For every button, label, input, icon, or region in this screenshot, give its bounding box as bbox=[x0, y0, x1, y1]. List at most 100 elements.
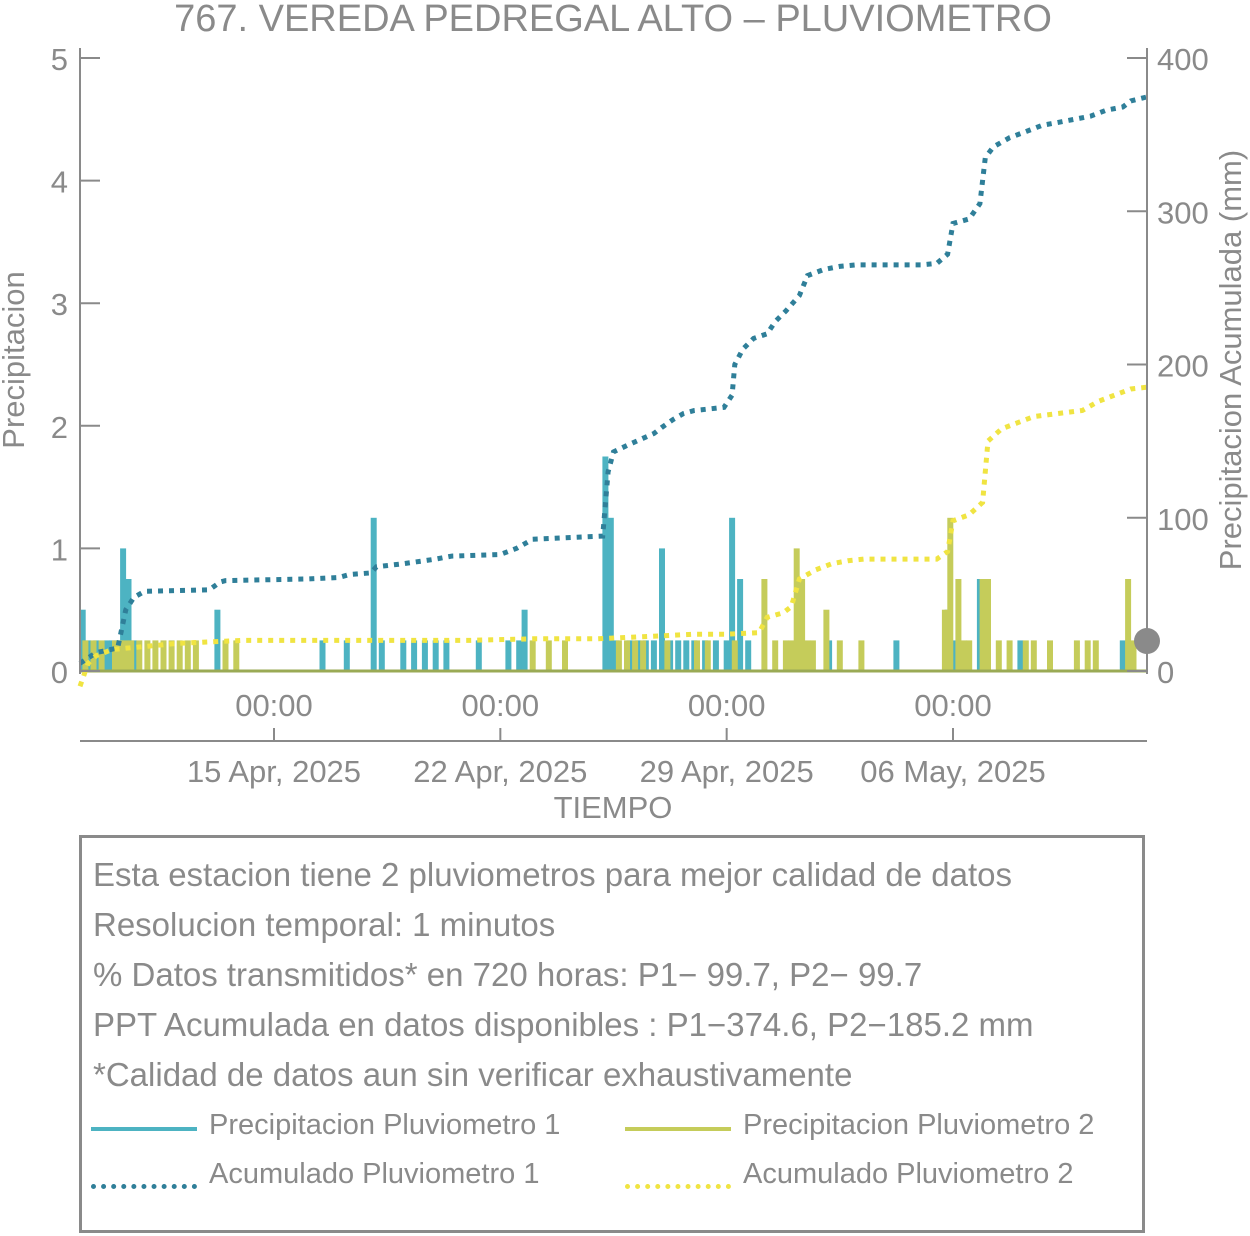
bar-p2-29 bbox=[772, 640, 779, 671]
y2-tick-label-3: 300 bbox=[1157, 195, 1209, 230]
bar-p1-26 bbox=[607, 517, 614, 672]
line-acumulado-pluviometro-1 bbox=[78, 94, 1148, 666]
x-axis-ticks: 00:00 15 Apr, 2025 00:00 22 Apr, 2025 00:00 2… bbox=[187, 688, 1046, 789]
bar-p2-6 bbox=[128, 640, 135, 671]
chart-title: 767. VEREDA PEDREGAL ALTO – PLUVIOMETRO bbox=[174, 0, 1052, 40]
info-line-transmitted: % Datos transmitidos* en 720 horas: P1− … bbox=[93, 956, 923, 993]
bar-p1-7 bbox=[125, 579, 132, 671]
bar-p1-6 bbox=[120, 548, 127, 671]
bar-p1-20 bbox=[443, 640, 450, 671]
bar-p2-0 bbox=[82, 640, 89, 671]
bar-p1-22 bbox=[505, 640, 512, 671]
bar-p1-41 bbox=[737, 579, 744, 671]
y-tick-label-4: 4 bbox=[51, 165, 68, 200]
x-tick-label-1: 00:00 bbox=[462, 688, 540, 723]
bars-pluviometro-1 bbox=[79, 456, 1126, 672]
y-axis-left-ticks: 0 1 2 3 4 5 bbox=[51, 42, 100, 690]
info-line-quality-note: *Calidad de datos aun sin verificar exha… bbox=[93, 1056, 853, 1093]
bar-p2-12 bbox=[176, 640, 183, 671]
x-tick-date-2: 29 Apr, 2025 bbox=[640, 754, 814, 789]
bar-p2-51 bbox=[1073, 640, 1080, 671]
bar-p2-18 bbox=[545, 640, 552, 671]
bar-p2-33 bbox=[799, 579, 806, 671]
y2-tick-label-2: 200 bbox=[1157, 349, 1209, 384]
info-line-stations: Esta estacion tiene 2 pluviometros para … bbox=[93, 856, 1013, 893]
bar-p1-18 bbox=[421, 640, 428, 671]
bar-p2-43 bbox=[966, 640, 973, 671]
bar-p2-36 bbox=[823, 609, 830, 671]
x-tick-label-3: 00:00 bbox=[914, 688, 992, 723]
bar-p2-4 bbox=[117, 640, 124, 671]
bar-p2-5 bbox=[122, 640, 129, 671]
bar-p2-17 bbox=[529, 640, 536, 671]
bar-p2-10 bbox=[160, 640, 167, 671]
legend-label-precip-p1: Precipitacion Pluviometro 1 bbox=[209, 1109, 561, 1141]
y-tick-label-3: 3 bbox=[51, 287, 68, 322]
bar-p2-8 bbox=[144, 640, 151, 671]
bar-p2-3 bbox=[112, 640, 118, 671]
bar-p2-37 bbox=[836, 640, 843, 671]
precipitation-chart: 767. VEREDA PEDREGAL ALTO – PLUVIOMETRO … bbox=[0, 0, 1248, 825]
bar-p1-42 bbox=[745, 640, 752, 671]
bar-p2-40 bbox=[947, 517, 954, 672]
bar-p1-38 bbox=[712, 640, 719, 671]
bar-p2-19 bbox=[562, 640, 568, 671]
bar-p1-39 bbox=[723, 640, 730, 671]
bar-p2-50 bbox=[1047, 640, 1053, 671]
legend-swatch-acum-p2 bbox=[625, 1184, 731, 1189]
bar-p1-14 bbox=[370, 517, 377, 672]
bar-p2-11 bbox=[168, 640, 175, 671]
x-tick-label-0: 00:00 bbox=[235, 688, 313, 723]
x-tick-date-3: 06 May, 2025 bbox=[860, 754, 1046, 789]
bar-p1-25 bbox=[602, 456, 609, 671]
bar-p2-20 bbox=[615, 640, 622, 671]
bar-p1-31 bbox=[650, 640, 657, 671]
bar-p2-16 bbox=[233, 640, 240, 671]
bar-p2-27 bbox=[731, 640, 738, 671]
legend-swatch-precip-p2 bbox=[625, 1127, 731, 1131]
bar-p2-44 bbox=[979, 579, 986, 671]
bar-p2-54 bbox=[1125, 579, 1132, 671]
x-tick-label-2: 00:00 bbox=[688, 688, 766, 723]
legend-swatch-precip-p1 bbox=[91, 1127, 197, 1131]
bar-p1-44 bbox=[893, 640, 900, 671]
info-box: Esta estacion tiene 2 pluviometros para … bbox=[79, 835, 1145, 1233]
bar-p2-47 bbox=[1006, 640, 1013, 671]
bar-p2-30 bbox=[782, 640, 789, 671]
bar-p2-26 bbox=[704, 640, 711, 671]
bar-p1-16 bbox=[400, 640, 407, 671]
bar-p2-35 bbox=[809, 640, 816, 671]
bar-p2-24 bbox=[664, 640, 671, 671]
bar-p2-13 bbox=[184, 640, 191, 671]
bar-p2-28 bbox=[761, 579, 768, 671]
bar-p2-9 bbox=[152, 640, 159, 671]
bar-p2-39 bbox=[941, 609, 948, 671]
x-tick-date-0: 15 Apr, 2025 bbox=[187, 754, 361, 789]
y2-tick-label-0: 0 bbox=[1157, 655, 1174, 690]
bar-p2-52 bbox=[1084, 640, 1091, 671]
y2-tick-label-1: 100 bbox=[1157, 502, 1209, 537]
bar-p2-38 bbox=[858, 640, 865, 671]
legend-label-acum-p2: Acumulado Pluviometro 2 bbox=[743, 1158, 1074, 1190]
y-tick-label-0: 0 bbox=[51, 655, 68, 690]
bar-p1-13 bbox=[343, 640, 350, 671]
bar-p1-15 bbox=[378, 640, 385, 671]
bar-p1-34 bbox=[675, 640, 682, 671]
bar-p2-25 bbox=[694, 640, 700, 671]
legend-label-acum-p1: Acumulado Pluviometro 1 bbox=[209, 1158, 540, 1190]
info-line-resolution: Resolucion temporal: 1 minutos bbox=[93, 906, 556, 943]
y-axis-label: Precipitacion bbox=[0, 271, 31, 448]
bar-p1-49 bbox=[1119, 640, 1126, 671]
bar-p1-0 bbox=[79, 609, 86, 671]
legend-label-precip-p2: Precipitacion Pluviometro 2 bbox=[743, 1109, 1095, 1141]
bar-p2-23 bbox=[640, 640, 647, 671]
bar-p1-32 bbox=[659, 548, 665, 671]
y-tick-label-2: 2 bbox=[51, 410, 68, 445]
bar-p1-40 bbox=[729, 517, 736, 672]
legend-swatch-acum-p1 bbox=[91, 1184, 197, 1189]
right-axis-marker bbox=[1134, 628, 1160, 654]
bar-p2-7 bbox=[136, 640, 143, 671]
bar-p1-35 bbox=[683, 640, 690, 671]
y2-axis-label: Precipitacion Acumulada (mm) bbox=[1213, 150, 1248, 570]
x-axis-label: TIEMPO bbox=[554, 790, 673, 825]
